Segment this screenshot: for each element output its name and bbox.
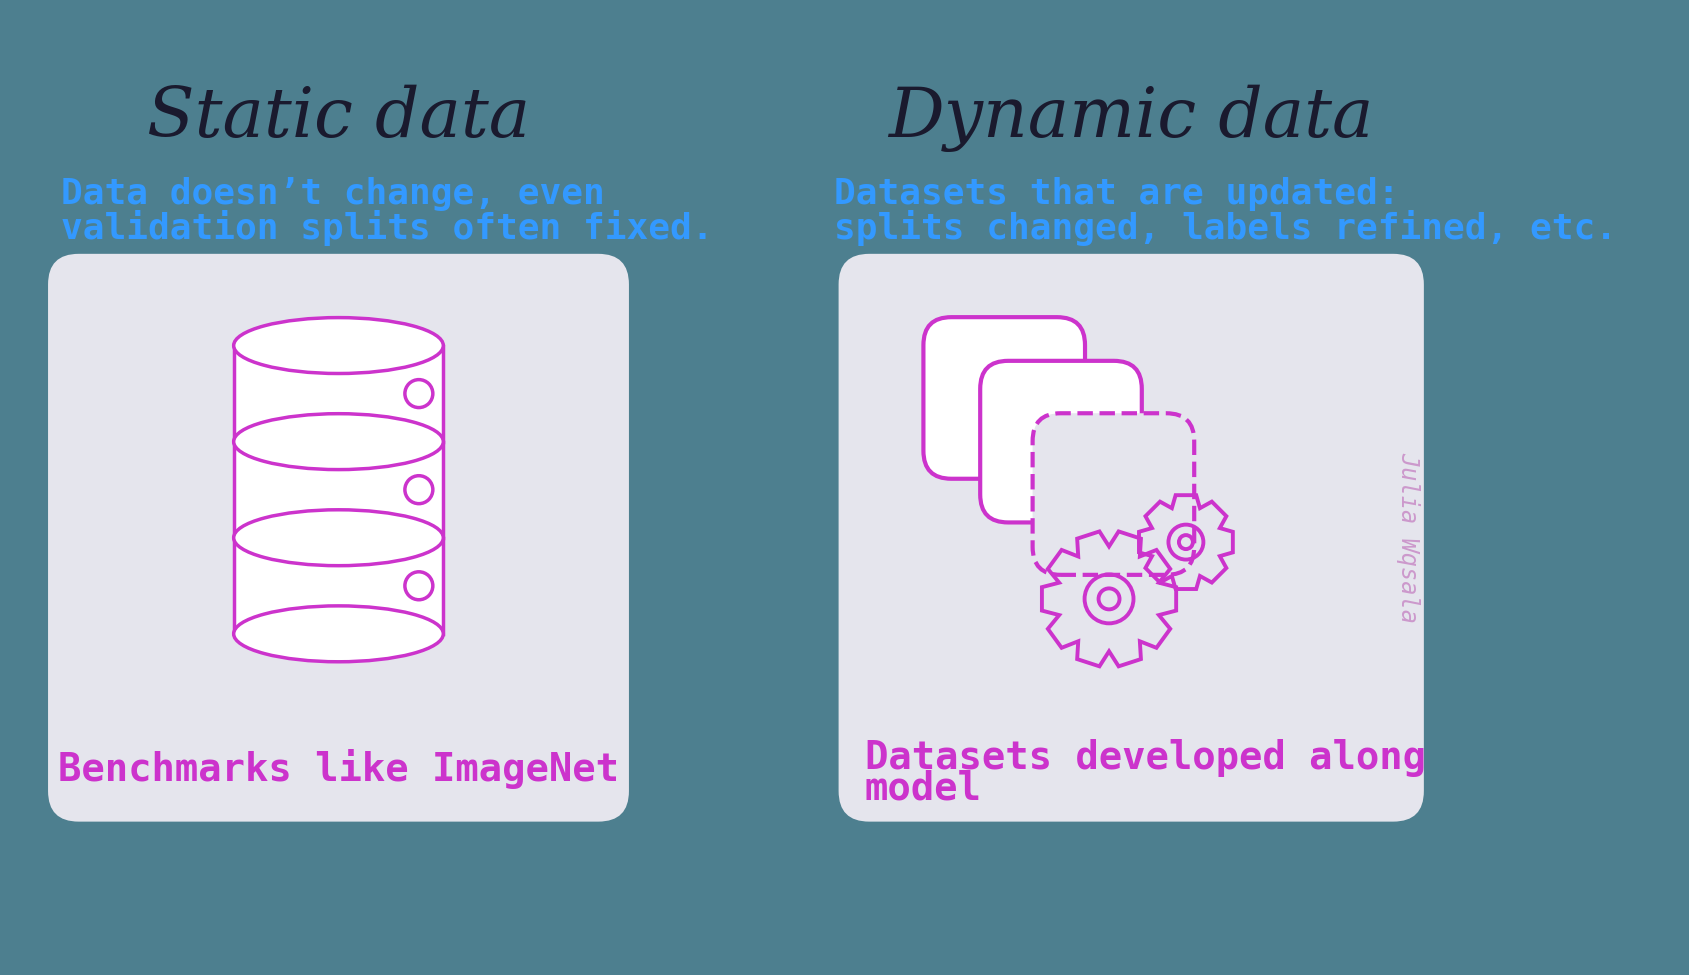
Circle shape — [405, 476, 432, 504]
Text: Dynamic data: Dynamic data — [888, 85, 1373, 152]
Text: model: model — [865, 769, 981, 807]
FancyBboxPatch shape — [1032, 413, 1194, 575]
FancyBboxPatch shape — [233, 345, 443, 442]
Text: Julia Wqsala: Julia Wqsala — [1397, 452, 1420, 623]
Ellipse shape — [233, 318, 443, 373]
Circle shape — [405, 571, 432, 600]
FancyBboxPatch shape — [924, 317, 1084, 479]
Circle shape — [405, 379, 432, 408]
Text: Datasets that are updated:: Datasets that are updated: — [834, 177, 1400, 212]
Text: Datasets developed along: Datasets developed along — [865, 739, 1426, 777]
FancyBboxPatch shape — [233, 442, 443, 538]
Ellipse shape — [233, 413, 443, 470]
FancyBboxPatch shape — [839, 254, 1424, 822]
Text: Data doesn’t change, even: Data doesn’t change, even — [61, 177, 605, 212]
FancyBboxPatch shape — [980, 361, 1142, 523]
Text: Static data: Static data — [147, 85, 530, 152]
Ellipse shape — [233, 510, 443, 566]
Text: Benchmarks like ImageNet: Benchmarks like ImageNet — [57, 749, 618, 789]
Text: splits changed, labels refined, etc.: splits changed, labels refined, etc. — [834, 210, 1618, 246]
Ellipse shape — [233, 605, 443, 662]
FancyBboxPatch shape — [233, 538, 443, 634]
FancyBboxPatch shape — [47, 254, 628, 822]
Text: validation splits often fixed.: validation splits often fixed. — [61, 210, 714, 246]
